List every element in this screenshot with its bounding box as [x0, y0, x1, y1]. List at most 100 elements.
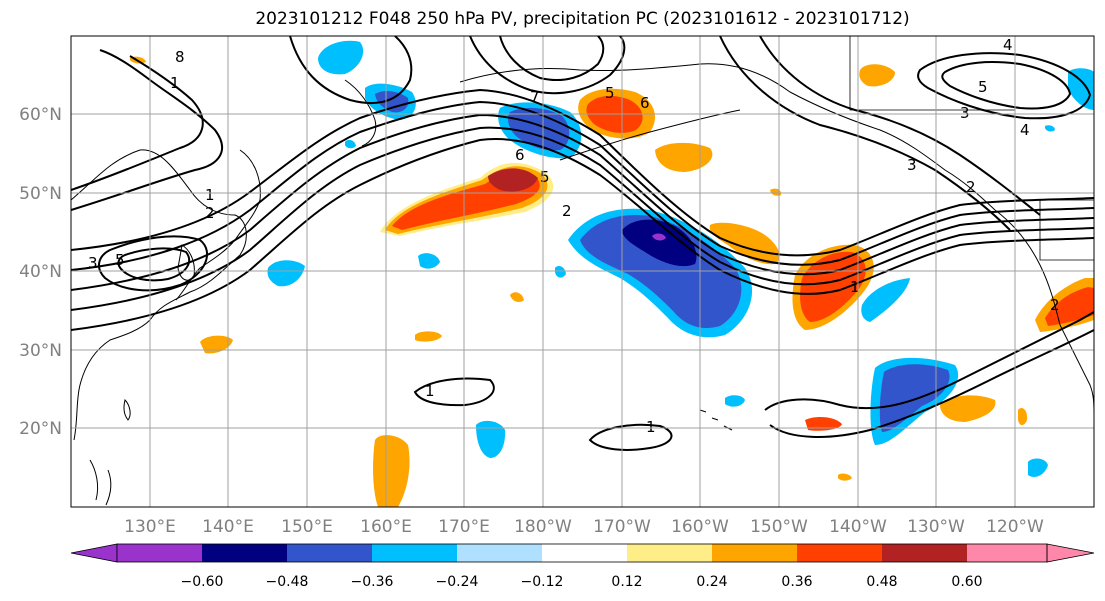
lat-label: 20°N: [19, 419, 62, 439]
precip-anomaly-region: [555, 266, 566, 278]
precip-anomaly-region: [318, 40, 364, 75]
lon-label: 170°E: [438, 517, 490, 537]
contour-label: 1: [425, 382, 435, 400]
colorbar-segment: [117, 544, 202, 562]
coastline-north-america: [994, 209, 1094, 416]
precip-anomaly-region: [655, 142, 713, 172]
precip-anomaly-region: [476, 420, 506, 458]
precip-anomaly-region: [508, 107, 570, 151]
contour-label: 5: [978, 78, 988, 96]
pv-contour: [588, 423, 673, 451]
precip-negative-shading: [267, 40, 1094, 477]
precip-anomaly-region: [1018, 408, 1028, 426]
colorbar-segment: [202, 544, 287, 562]
contour-label: 2: [205, 204, 215, 222]
contour-label: 2: [1050, 296, 1060, 314]
lon-label: 160°W: [671, 517, 729, 537]
pv-contour: [499, 36, 605, 82]
precip-anomaly-region: [800, 251, 866, 322]
colorbar-tick-label: −0.24: [436, 574, 479, 590]
pv-contour: [71, 113, 1094, 291]
lon-label: 140°W: [829, 517, 887, 537]
precip-anomaly-region: [1045, 287, 1094, 326]
contour-label: 3: [960, 104, 970, 122]
colorbar-tick-label: 0.36: [781, 574, 812, 590]
lon-label: 170°W: [593, 517, 651, 537]
colorbar-segment: [712, 544, 797, 562]
contour-label: 6: [515, 146, 525, 164]
precip-anomaly-region: [805, 416, 842, 431]
precip-anomaly-region: [725, 395, 745, 407]
latitude-labels: 60°N 50°N 40°N 30°N 20°N: [19, 105, 62, 439]
precip-anomaly-region: [488, 168, 538, 192]
pv-contour: [764, 311, 1094, 411]
colorbar-tick-label: −0.60: [181, 574, 224, 590]
colorbar-tick-label: 0.60: [951, 574, 982, 590]
colorbar-segment: [882, 544, 967, 562]
map-title: 2023101212 F048 250 hPa PV, precipitatio…: [255, 9, 910, 29]
coastline-east-asia: [71, 149, 247, 441]
longitude-labels: 130°E 140°E 150°E 160°E 170°E 180°W 170°…: [124, 517, 1044, 537]
precip-anomaly-region: [415, 331, 442, 342]
contour-label: 5: [115, 251, 125, 269]
precip-anomaly-region: [861, 278, 910, 322]
precip-anomaly-region: [510, 292, 524, 303]
precip-anomaly-region: [1028, 458, 1048, 477]
pv-contour: [71, 88, 1094, 257]
precip-anomaly-region: [879, 364, 950, 432]
contour-labels: 1 2 3 6 8 5 4 3 5 7 6 5 2 1 1 1 1 2 5 4 …: [88, 36, 1060, 436]
lon-label: 150°W: [750, 517, 808, 537]
pv-contour: [769, 329, 1094, 438]
contour-label: 1: [170, 74, 180, 92]
pv-contour: [71, 126, 1094, 311]
coastline-kamchatka: [344, 79, 377, 147]
lon-label: 130°W: [907, 517, 965, 537]
pv-contour: [289, 36, 413, 105]
precip-anomaly-region: [859, 64, 895, 87]
precip-anomaly-region: [267, 260, 305, 287]
contour-label: 2: [966, 178, 976, 196]
precip-anomaly-region: [580, 215, 742, 329]
precip-anomaly-region: [373, 435, 410, 507]
coastline-philippines: [89, 459, 112, 506]
coastline-aleutians: [559, 109, 741, 161]
contour-label: 4: [1020, 121, 1030, 139]
graticule: [71, 36, 1094, 507]
lon-label: 140°E: [202, 517, 254, 537]
lon-label: 130°E: [124, 517, 176, 537]
contour-label: 6: [640, 94, 650, 112]
contour-label: 2: [562, 202, 572, 220]
pv-contour: [413, 377, 495, 407]
coastline-taiwan: [123, 399, 131, 421]
precip-anomaly-region: [940, 395, 996, 422]
contour-label: 1: [205, 186, 215, 204]
pv-contour: [98, 235, 209, 292]
plot-frame: [70, 35, 1095, 508]
colorbar-segment: [797, 544, 882, 562]
colorbar-extend-high: [1046, 543, 1095, 563]
contour-label: 3: [907, 156, 917, 174]
pv-contour: [719, 36, 1011, 231]
contour-label: 3: [88, 254, 98, 272]
colorbar-tick-label: −0.36: [351, 574, 394, 590]
pv-contour: [117, 247, 191, 282]
colorbar-tick-label: 0.12: [611, 574, 642, 590]
coastlines: [71, 63, 1094, 506]
colorbar-segment: [967, 544, 1047, 562]
pv-contour: [71, 138, 1094, 331]
pv-contour: [71, 55, 204, 191]
lat-label: 30°N: [19, 341, 62, 361]
precip-anomaly-region: [838, 473, 852, 481]
lat-label: 50°N: [19, 184, 62, 204]
colorbar-tick-label: −0.48: [266, 574, 309, 590]
lon-label: 120°W: [986, 517, 1044, 537]
precip-anomaly-region: [652, 233, 666, 241]
pv-contour: [917, 52, 1092, 120]
precip-anomaly-region: [345, 139, 356, 149]
border-segment: [849, 36, 1015, 111]
lat-label: 40°N: [19, 262, 62, 282]
colorbar-tick-label: 0.24: [696, 574, 727, 590]
precip-anomaly-region: [770, 188, 782, 196]
colorbar-segment: [457, 544, 542, 562]
